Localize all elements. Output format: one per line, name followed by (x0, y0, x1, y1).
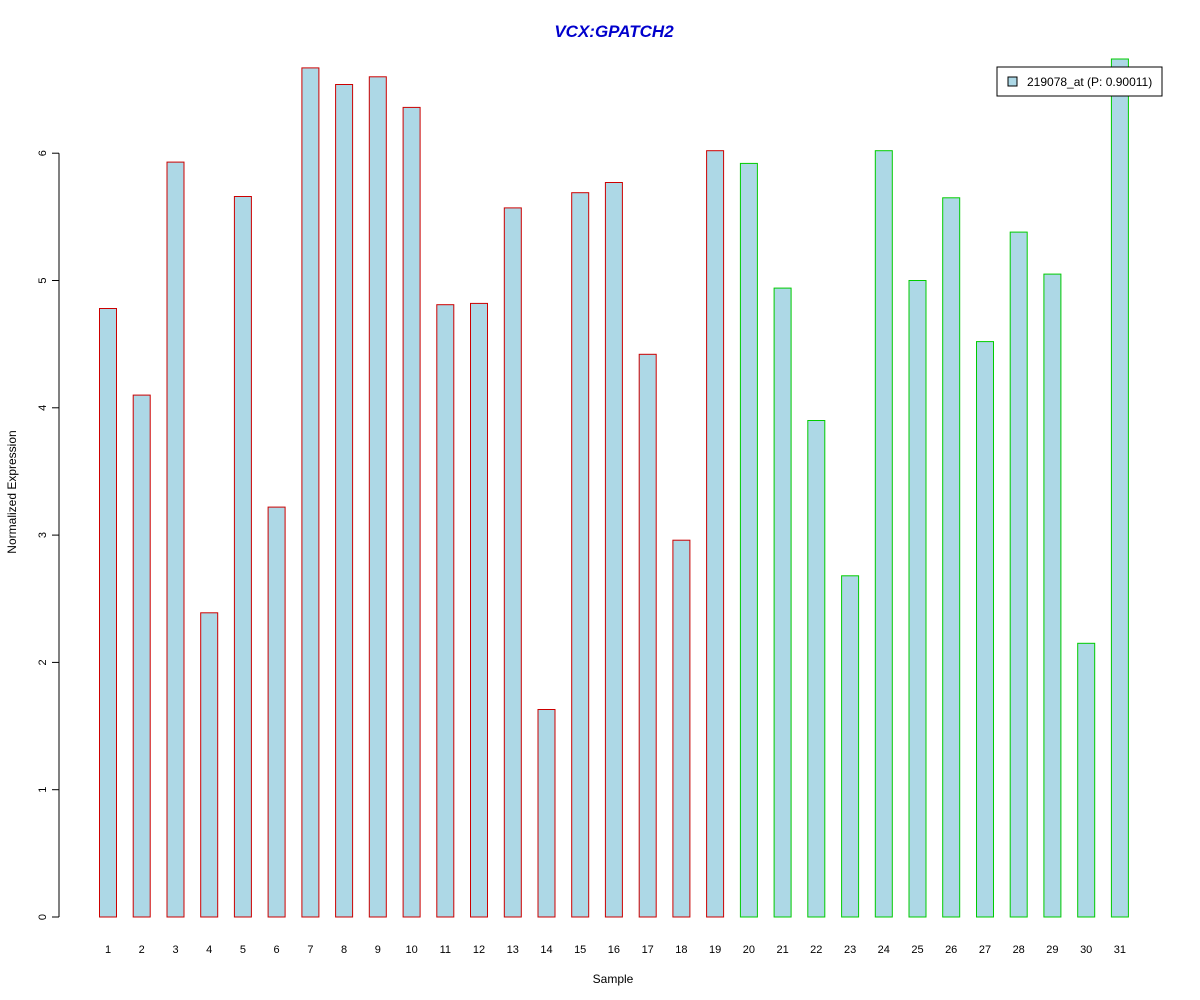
x-tick-label-26: 26 (945, 944, 957, 956)
x-tick-label-4: 4 (206, 944, 212, 956)
y-tick-label: 2 (37, 659, 49, 665)
bar-sample-5 (233, 196, 252, 918)
x-tick-label-28: 28 (1013, 944, 1025, 956)
chart-title: VCX:GPATCH2 (554, 22, 674, 41)
x-tick-label-8: 8 (341, 944, 347, 956)
bar-sample-9 (368, 76, 387, 918)
x-tick-label-13: 13 (507, 944, 519, 956)
x-tick-label-5: 5 (240, 944, 246, 956)
y-tick-label: 6 (37, 150, 49, 156)
bar-sample-23 (841, 575, 860, 918)
y-tick-label: 1 (37, 787, 49, 793)
x-axis-label: Sample (593, 972, 634, 986)
x-tick-label-12: 12 (473, 944, 485, 956)
bar-sample-31 (1110, 58, 1129, 918)
x-tick-label-17: 17 (642, 944, 654, 956)
x-tick-label-30: 30 (1080, 944, 1092, 956)
x-tick-label-9: 9 (375, 944, 381, 956)
x-tick-label-11: 11 (440, 944, 451, 956)
x-tick-label-24: 24 (878, 944, 890, 956)
x-tick-label-16: 16 (608, 944, 620, 956)
bar-sample-3 (166, 161, 185, 918)
x-tick-label-15: 15 (574, 944, 586, 956)
x-tick-labels: 1 2 3 4 5 6 7 8 9 10 11 12 13 14 15 16 17 18 19 20 21 22 23 24 2… (105, 944, 1126, 956)
bar-sample-4 (200, 612, 219, 918)
y-tick-label: 0 (37, 914, 49, 920)
bar-sample-14 (537, 709, 556, 918)
legend: 219078_at (P: 0.90011) (996, 66, 1163, 97)
bar-sample-30 (1077, 642, 1096, 918)
legend-label: 219078_at (P: 0.90011) (1027, 75, 1152, 89)
bars (99, 58, 1129, 918)
x-tick-label-10: 10 (405, 944, 417, 956)
bar-sample-19 (706, 150, 725, 918)
bar-sample-25 (908, 280, 927, 918)
x-tick-label-20: 20 (743, 944, 755, 956)
x-tick-label-25: 25 (911, 944, 923, 956)
y-axis-label: Normalized Expression (5, 430, 19, 553)
bar-sample-16 (604, 182, 623, 918)
x-tick-label-21: 21 (776, 944, 788, 956)
bar-sample-18 (672, 539, 691, 918)
x-tick-label-23: 23 (844, 944, 856, 956)
bar-sample-1 (99, 308, 117, 918)
bar-sample-13 (503, 207, 522, 918)
y-tick-label: 5 (37, 277, 49, 283)
bar-sample-2 (132, 394, 151, 918)
bar-sample-26 (942, 197, 961, 918)
x-tick-label-31: 31 (1114, 944, 1126, 956)
bar-sample-21 (773, 287, 792, 918)
x-tick-label-7: 7 (307, 944, 313, 956)
bar-sample-7 (301, 67, 320, 918)
bar-sample-28 (1009, 231, 1028, 918)
bar-sample-24 (874, 150, 893, 918)
y-tick-label: 3 (37, 532, 49, 538)
x-tick-label-1: 1 (105, 944, 111, 956)
x-tick-label-29: 29 (1046, 944, 1058, 956)
y-axis: 0 1 2 3 4 5 6 (37, 150, 60, 920)
legend-box (996, 66, 1163, 97)
bar-sample-17 (638, 353, 657, 918)
x-tick-label-22: 22 (810, 944, 822, 956)
x-tick-label-6: 6 (274, 944, 280, 956)
legend-swatch (1007, 76, 1018, 87)
bar-sample-12 (470, 302, 488, 918)
bar-sample-29 (1043, 273, 1062, 918)
x-tick-label-3: 3 (172, 944, 178, 956)
bar-sample-20 (739, 162, 758, 918)
x-tick-label-27: 27 (979, 944, 991, 956)
bar-sample-11 (436, 304, 455, 918)
x-tick-label-19: 19 (709, 944, 721, 956)
bar-sample-8 (335, 84, 354, 918)
bar-sample-22 (807, 420, 826, 918)
bar-sample-6 (267, 506, 286, 918)
x-tick-label-2: 2 (139, 944, 145, 956)
x-tick-label-18: 18 (675, 944, 687, 956)
bar-sample-10 (402, 106, 421, 918)
bar-sample-15 (571, 192, 590, 918)
bar-sample-27 (976, 341, 994, 918)
y-tick-label: 4 (37, 405, 49, 411)
x-tick-label-14: 14 (540, 944, 552, 956)
